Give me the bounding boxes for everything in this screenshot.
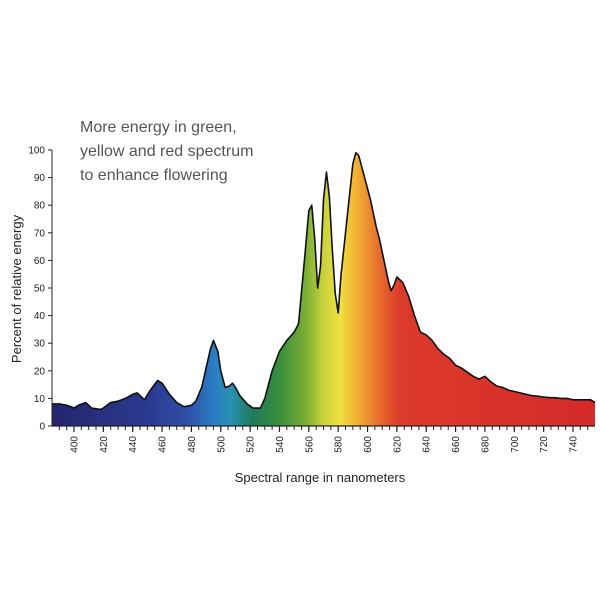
y-tick-label: 60 <box>34 256 46 267</box>
annotation-line-2: yellow and red spectrum <box>80 143 253 160</box>
x-tick-label: 600 <box>363 436 374 453</box>
spectrum-area <box>52 152 595 426</box>
x-tick-label: 420 <box>99 436 110 453</box>
x-tick-label: 560 <box>304 436 315 453</box>
x-tick-label: 640 <box>422 436 433 453</box>
y-tick-label: 90 <box>34 173 46 184</box>
annotation-line-3: to enhance flowering <box>80 167 228 184</box>
y-axis-title: Percent of relative energy <box>9 214 24 363</box>
x-tick-label: 660 <box>451 436 462 453</box>
x-tick-label: 580 <box>334 436 345 453</box>
x-tick-label: 700 <box>510 436 521 453</box>
y-tick-label: 50 <box>34 284 46 295</box>
y-tick-label: 100 <box>28 146 45 157</box>
x-tick-label: 620 <box>392 436 403 453</box>
x-ticks: 400 420 440 460 480 500 520 540 560 580 600 620 640 6… <box>70 426 579 453</box>
x-tick-label: 480 <box>187 436 198 453</box>
x-tick-label: 680 <box>480 436 491 453</box>
y-ticks: 0 10 20 30 40 50 60 70 80 90 100 <box>28 146 52 433</box>
y-tick-label: 30 <box>34 339 46 350</box>
x-axis-title: Spectral range in nanometers <box>235 470 406 485</box>
y-tick-label: 0 <box>39 422 45 433</box>
x-tick-label: 460 <box>158 436 169 453</box>
x-tick-label: 400 <box>70 436 81 453</box>
x-tick-label: 520 <box>246 436 257 453</box>
x-tick-label: 740 <box>568 436 579 453</box>
x-tick-label: 540 <box>275 436 286 453</box>
x-tick-label: 720 <box>539 436 550 453</box>
annotation-line-1: More energy in green, <box>80 119 237 136</box>
y-tick-label: 40 <box>34 311 46 322</box>
y-tick-label: 80 <box>34 201 46 212</box>
y-tick-label: 10 <box>34 394 46 405</box>
y-tick-label: 70 <box>34 228 46 239</box>
spectrum-outline <box>52 151 596 411</box>
x-tick-label: 440 <box>128 436 139 453</box>
y-tick-label: 20 <box>34 366 46 377</box>
x-tick-label: 500 <box>216 436 227 453</box>
